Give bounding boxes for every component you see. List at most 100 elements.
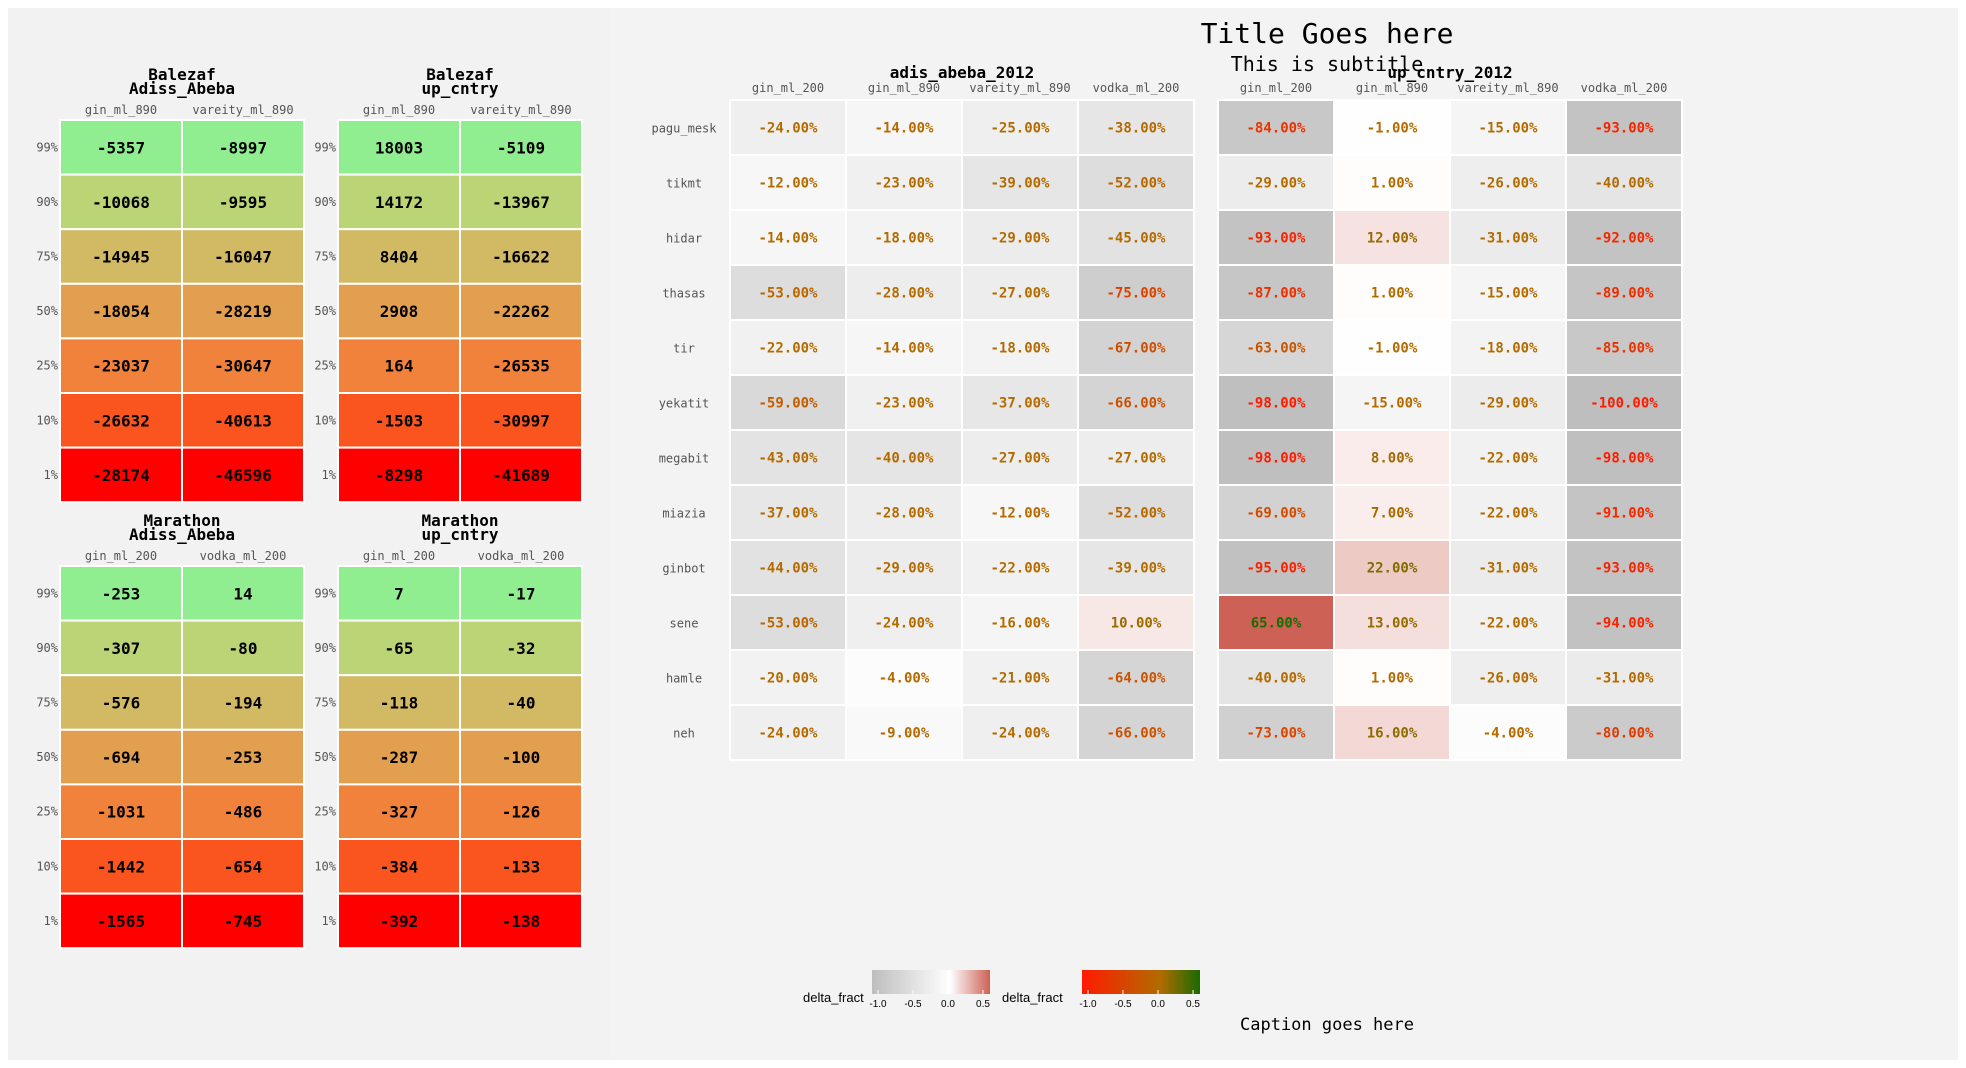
tile-value: -118 bbox=[380, 694, 419, 713]
row-label-1: 1% bbox=[44, 914, 59, 928]
heat-value: -25.00% bbox=[990, 121, 1050, 137]
tile-cell bbox=[59, 565, 183, 622]
tile-value: -253 bbox=[224, 748, 263, 767]
row-label-1: 1% bbox=[322, 914, 337, 928]
heat-cell bbox=[1217, 264, 1335, 321]
heat-value: -44.00% bbox=[758, 561, 818, 577]
heat-value: -26.00% bbox=[1478, 671, 1538, 687]
tile-cell bbox=[59, 282, 183, 340]
row-label-10: 10% bbox=[314, 413, 336, 427]
tile-cell bbox=[459, 392, 583, 449]
heatmap-up-cntry-2012: up_cntry_2012 gin_ml_200 gin_ml_890 vareity… bbox=[1217, 63, 1683, 761]
row-label-ginbot: ginbot bbox=[662, 562, 705, 576]
tile-value: -8298 bbox=[375, 466, 423, 485]
tile-value: -654 bbox=[224, 857, 263, 876]
heat-value: -4.00% bbox=[879, 671, 930, 687]
heat-value: -27.00% bbox=[990, 286, 1050, 302]
column-header-vodka-ml-200: vodka_ml_200 bbox=[200, 549, 287, 563]
heat-cell bbox=[845, 649, 963, 706]
tile-cell bbox=[337, 674, 461, 731]
heat-value: -23.00% bbox=[874, 176, 934, 192]
tile-value: 164 bbox=[385, 357, 414, 376]
heat-value: -39.00% bbox=[1106, 561, 1166, 577]
heat-value: -43.00% bbox=[758, 451, 818, 467]
column-header-vodka-ml-200: vodka_ml_200 bbox=[1093, 81, 1180, 95]
tile-value: -1442 bbox=[97, 857, 145, 876]
heat-value: -27.00% bbox=[990, 451, 1050, 467]
heat-cell bbox=[1333, 374, 1451, 431]
column-header-vareity-ml-890: vareity_ml_890 bbox=[470, 103, 571, 117]
heat-value: -80.00% bbox=[1594, 726, 1654, 742]
heat-value: -92.00% bbox=[1594, 231, 1654, 247]
heat-cell bbox=[1449, 429, 1567, 486]
heatmap-title: up_cntry_2012 bbox=[1387, 63, 1512, 82]
heat-value: -40.00% bbox=[874, 451, 934, 467]
row-label-yekatit: yekatit bbox=[659, 397, 710, 411]
heat-value: -94.00% bbox=[1594, 616, 1654, 632]
tile-value: -40 bbox=[507, 694, 536, 713]
row-label-thasas: thasas bbox=[662, 287, 705, 301]
tile-value: 8404 bbox=[380, 248, 419, 267]
row-label-90: 90% bbox=[36, 641, 58, 655]
tile-value: -327 bbox=[380, 803, 419, 822]
heat-value: -31.00% bbox=[1594, 671, 1654, 687]
heat-cell bbox=[1565, 484, 1683, 541]
tile-value: -745 bbox=[224, 912, 263, 931]
heat-value: -93.00% bbox=[1594, 561, 1654, 577]
heat-value: -14.00% bbox=[874, 341, 934, 357]
heat-value: -39.00% bbox=[990, 176, 1050, 192]
panel-title-line: up_cntry bbox=[421, 79, 498, 98]
heat-value: -37.00% bbox=[758, 506, 818, 522]
tile-value: -100 bbox=[502, 748, 541, 767]
column-header-vodka-ml-200: vodka_ml_200 bbox=[478, 549, 565, 563]
heat-value: -24.00% bbox=[874, 616, 934, 632]
panel-title-line: Balezaf bbox=[426, 65, 493, 84]
heat-value: 16.00% bbox=[1367, 726, 1418, 742]
heat-cell bbox=[1449, 484, 1567, 541]
heat-value: -21.00% bbox=[990, 671, 1050, 687]
heat-value: -4.00% bbox=[1483, 726, 1534, 742]
row-label-25: 25% bbox=[314, 359, 336, 373]
heat-cell bbox=[729, 429, 847, 486]
heat-cell bbox=[1333, 319, 1451, 376]
tile-value: -392 bbox=[380, 912, 419, 931]
panel-title-line: Adiss_Abeba bbox=[129, 79, 235, 98]
column-header-gin-ml-890: gin_ml_890 bbox=[868, 81, 940, 95]
tile-value: -16047 bbox=[214, 248, 272, 267]
row-label-50: 50% bbox=[36, 750, 58, 764]
heat-value: -98.00% bbox=[1246, 396, 1306, 412]
tile-cell bbox=[337, 619, 461, 677]
row-label-99: 99% bbox=[314, 586, 336, 600]
column-header-vareity-ml-890: vareity_ml_890 bbox=[969, 81, 1070, 95]
heat-cell bbox=[729, 154, 847, 211]
heat-value: -85.00% bbox=[1594, 341, 1654, 357]
tile-value: -28174 bbox=[92, 466, 150, 485]
tile-cell bbox=[459, 619, 583, 677]
heat-cell bbox=[1333, 209, 1451, 266]
tile-value: 18003 bbox=[375, 138, 423, 157]
heatmap-title: adis_abeba_2012 bbox=[890, 63, 1035, 82]
heat-value: -45.00% bbox=[1106, 231, 1166, 247]
tile-value: -14945 bbox=[92, 248, 150, 267]
legend-tick-label: -1.0 bbox=[1079, 999, 1097, 1010]
tile-cell bbox=[459, 228, 583, 285]
tile-cell bbox=[181, 228, 305, 285]
tile-value: -18054 bbox=[92, 302, 150, 321]
heat-value: -12.00% bbox=[990, 506, 1050, 522]
heat-value: -14.00% bbox=[874, 121, 934, 137]
row-label-pagu-mesk: pagu_mesk bbox=[651, 122, 717, 136]
heat-value: 12.00% bbox=[1367, 231, 1418, 247]
tile-cell bbox=[459, 282, 583, 340]
tile-value: -28219 bbox=[214, 302, 272, 321]
column-header-gin-ml-200: gin_ml_200 bbox=[363, 549, 435, 563]
heat-value: -18.00% bbox=[874, 231, 934, 247]
row-label-90: 90% bbox=[36, 195, 58, 209]
tile-value: -1565 bbox=[97, 912, 145, 931]
heat-value: -24.00% bbox=[758, 726, 818, 742]
row-label-hidar: hidar bbox=[666, 232, 702, 246]
tile-cell bbox=[59, 838, 183, 895]
heat-cell bbox=[1565, 264, 1683, 321]
tile-cell bbox=[337, 838, 461, 895]
heat-value: -89.00% bbox=[1594, 286, 1654, 302]
heat-value: -20.00% bbox=[758, 671, 818, 687]
